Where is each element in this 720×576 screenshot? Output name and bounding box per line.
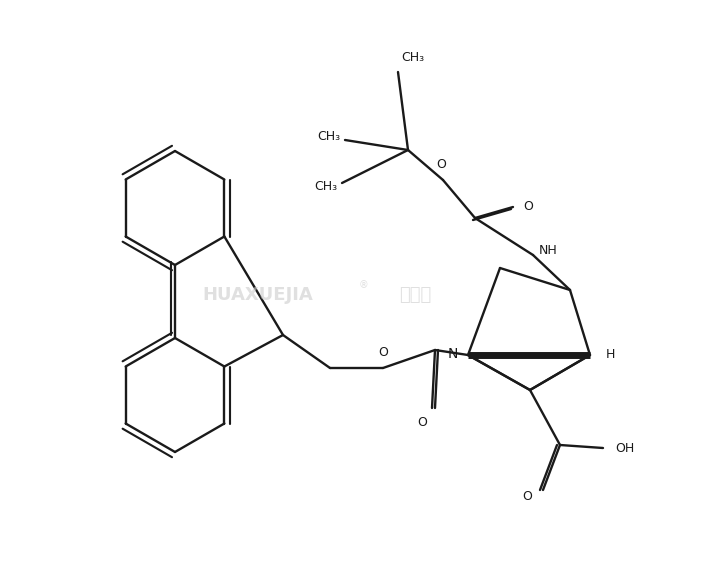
- Text: N: N: [448, 347, 458, 361]
- Text: OH: OH: [615, 441, 634, 454]
- Text: O: O: [436, 158, 446, 171]
- Text: ®: ®: [358, 280, 368, 290]
- Text: O: O: [522, 490, 532, 502]
- Text: HUAXUEJIA: HUAXUEJIA: [202, 286, 313, 304]
- Text: CH₃: CH₃: [401, 51, 424, 64]
- Text: 化学加: 化学加: [399, 286, 431, 304]
- Text: CH₃: CH₃: [317, 131, 340, 143]
- Text: O: O: [378, 346, 388, 359]
- Text: O: O: [523, 200, 533, 214]
- Text: CH₃: CH₃: [314, 180, 337, 192]
- Text: O: O: [417, 416, 427, 429]
- Text: H: H: [606, 348, 616, 362]
- Text: NH: NH: [539, 244, 558, 257]
